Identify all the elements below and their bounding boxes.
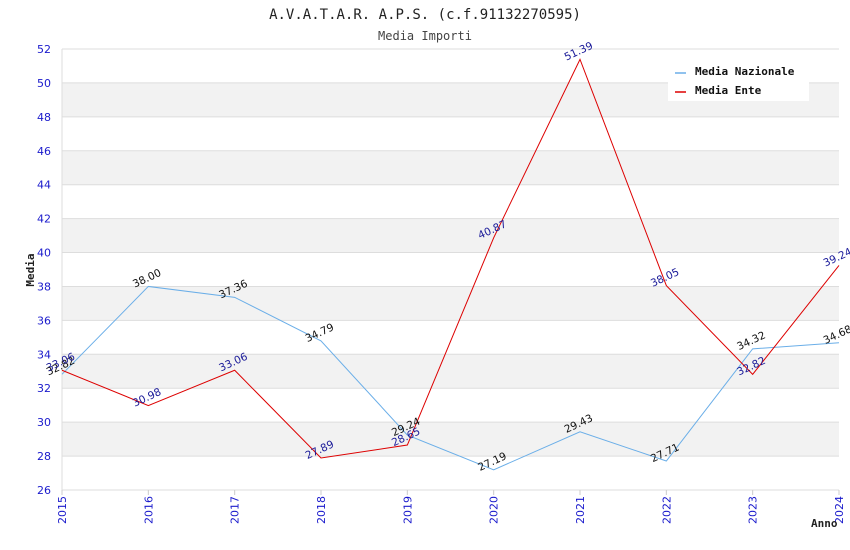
x-tick-label: 2021 (574, 496, 587, 524)
legend-label-ente: Media Ente (695, 84, 762, 97)
x-tick-label: 2017 (229, 496, 242, 524)
x-tick-label: 2016 (142, 496, 155, 524)
grid-band (62, 218, 839, 253)
y-tick-label: 44 (37, 179, 51, 192)
y-tick-label: 30 (37, 416, 51, 429)
y-tick-label: 32 (37, 382, 51, 395)
x-tick-label: 2022 (660, 496, 673, 524)
y-tick-label: 50 (37, 77, 51, 90)
x-axis-label: Anno (811, 517, 838, 530)
y-tick-label: 26 (37, 484, 51, 497)
y-tick-label: 34 (37, 348, 51, 361)
x-axis-ticks: 2015 2016 2017 2018 2019 2020 2021 2022 2023 2024 (56, 496, 846, 524)
y-tick-label: 38 (37, 280, 51, 293)
y-tick-label: 42 (37, 213, 51, 226)
grid-band (62, 354, 839, 389)
series-line-nazionale (61, 285, 840, 471)
data-label: 51.39 (563, 40, 595, 64)
x-tick-label: 2023 (747, 496, 760, 524)
data-label: 34.32 (735, 329, 767, 353)
x-tick-label: 2015 (56, 496, 69, 524)
data-label: 34.79 (304, 321, 336, 345)
grid-bands (61, 48, 840, 495)
x-tick-label: 2024 (833, 496, 846, 524)
y-tick-label: 40 (37, 247, 51, 260)
y-tick-label: 28 (37, 450, 51, 463)
series-lines (61, 58, 840, 471)
grid-band (62, 286, 839, 321)
legend-background (668, 61, 809, 101)
grid-band (62, 422, 839, 457)
y-tick-label: 48 (37, 111, 51, 124)
chart-title: A.V.A.T.A.R. A.P.S. (c.f.91132270595) (269, 7, 581, 23)
y-axis-label: Media (24, 253, 37, 286)
x-tick-label: 2020 (488, 496, 501, 524)
series-line-ente (61, 58, 840, 459)
legend: Media Nazionale Media Ente (668, 61, 809, 101)
y-tick-label: 52 (37, 43, 51, 56)
data-label: 30.98 (131, 386, 163, 410)
y-tick-label: 36 (37, 314, 51, 327)
legend-label-nazionale: Media Nazionale (695, 65, 795, 78)
x-tick-label: 2018 (315, 496, 328, 524)
chart-subtitle: Media Importi (378, 29, 472, 43)
y-tick-label: 46 (37, 145, 51, 158)
y-axis-ticks: 26 28 30 32 34 36 38 40 42 44 46 48 50 52 (37, 43, 51, 497)
grid-band (62, 150, 839, 185)
x-tick-label: 2019 (401, 496, 414, 524)
